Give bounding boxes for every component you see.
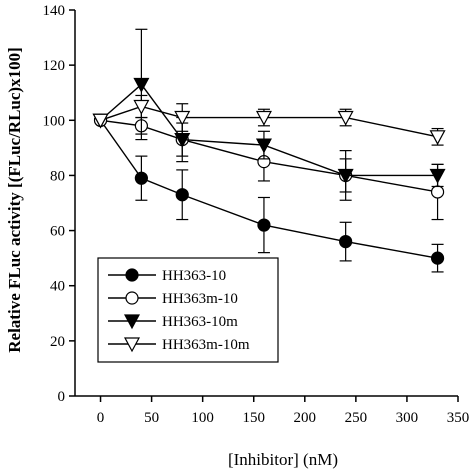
series-HH363-10m — [92, 28, 446, 193]
data-point — [337, 110, 354, 126]
y-tick-label: 80 — [50, 168, 65, 184]
data-point — [430, 185, 445, 199]
y-tick-label: 120 — [43, 58, 66, 74]
data-point — [133, 99, 150, 115]
y-tick-label: 100 — [43, 113, 66, 129]
data-point — [255, 138, 272, 154]
y-tick-label: 20 — [50, 334, 65, 350]
y-tick-label: 140 — [43, 3, 66, 19]
legend-marker — [125, 291, 139, 305]
axes: 0 20 40 60 80 100 120 140 0 50 100 150 200 250 300 350 — [43, 3, 470, 426]
x-tick-label: 300 — [396, 410, 419, 426]
legend-marker — [123, 314, 141, 330]
data-point — [174, 132, 191, 148]
x-tick-label: 100 — [191, 410, 214, 426]
x-tick-label: 200 — [294, 410, 317, 426]
series-HH363-10 — [93, 113, 445, 273]
data-point — [174, 110, 191, 126]
x-tick-label: 350 — [447, 410, 470, 426]
series-HH363m-10 — [93, 113, 445, 221]
series-line — [99, 119, 438, 259]
series-HH363m-10m — [92, 94, 446, 146]
data-point — [429, 168, 446, 184]
x-tick-label: 50 — [144, 410, 159, 426]
data-point — [134, 171, 148, 185]
legend-marker — [125, 268, 139, 282]
data-point — [175, 188, 189, 202]
x-tick-label: 0 — [97, 410, 105, 426]
data-point — [255, 110, 272, 126]
y-tick-label: 0 — [58, 389, 66, 405]
legend-marker — [123, 337, 141, 353]
legend-label: HH363-10m — [162, 314, 238, 330]
y-tick-label: 40 — [50, 279, 65, 295]
series-line — [100, 83, 438, 177]
series-layer — [92, 28, 446, 273]
data-point — [257, 218, 271, 232]
legend: HH363-10 HH363m-10 HH363-10m HH363m-10m — [97, 257, 279, 363]
data-point — [430, 251, 445, 265]
x-tick-label: 250 — [345, 410, 368, 426]
y-axis-label: Relative FLuc activity [(FLuc/RLuc)x100] — [5, 47, 24, 352]
legend-label: HH363m-10m — [162, 337, 250, 353]
data-point — [133, 77, 150, 93]
data-point — [429, 130, 446, 146]
data-point — [337, 168, 354, 184]
x-tick-label: 150 — [242, 410, 265, 426]
legend-label: HH363m-10 — [162, 291, 238, 307]
data-point — [339, 235, 353, 249]
legend-label: HH363-10 — [162, 268, 226, 284]
data-point — [92, 113, 109, 129]
x-axis-label: [Inhibitor] (nM) — [228, 450, 338, 469]
series-line — [100, 119, 438, 193]
series-line — [100, 105, 438, 138]
y-tick-label: 60 — [50, 224, 65, 240]
